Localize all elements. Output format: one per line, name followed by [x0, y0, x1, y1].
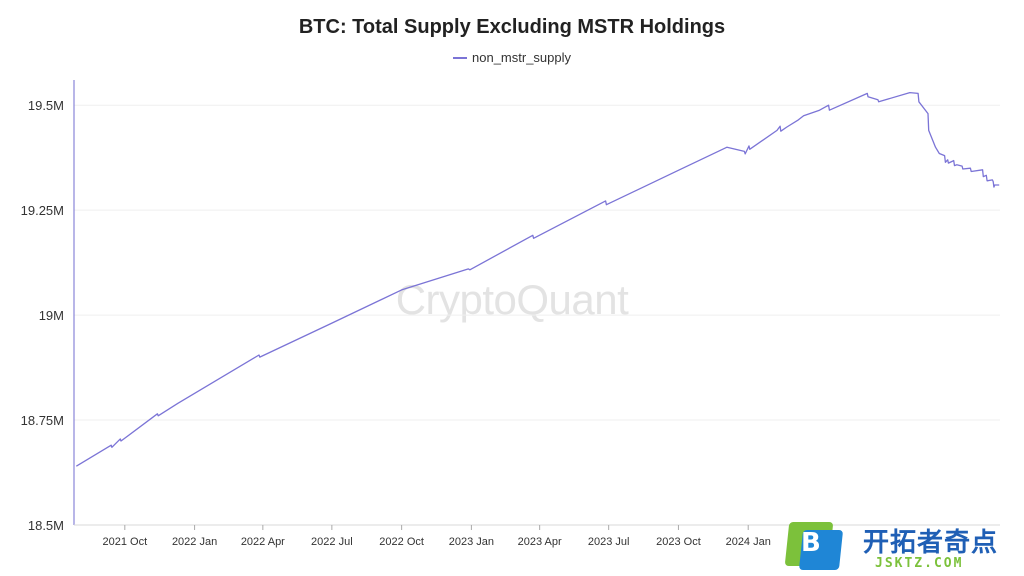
x-tick-label: 2023 Apr — [518, 536, 562, 548]
brand-domain: JSKTZ.COM — [875, 556, 964, 571]
x-tick-label: 2021 Oct — [102, 536, 147, 548]
x-tick-label: 2024 Jan — [726, 536, 771, 548]
y-tick-label: 19.5M — [28, 98, 64, 113]
x-tick-label: 2023 Oct — [656, 536, 701, 548]
x-tick-label: 2022 Jul — [311, 536, 353, 548]
legend-swatch — [453, 56, 467, 59]
chart-title: BTC: Total Supply Excluding MSTR Holding… — [298, 16, 726, 38]
x-tick-label: 2022 Oct — [379, 536, 424, 548]
logo-mark-icon: B — [784, 522, 844, 570]
x-tick-label: 2023 Jan — [449, 536, 494, 548]
x-tick-label: 2022 Jan — [172, 536, 217, 548]
legend[interactable]: non_mstr_supply — [0, 50, 1024, 65]
brand-name: 开拓者奇点 — [863, 528, 999, 558]
y-tick-label: 18.75M — [21, 413, 64, 428]
x-tick-label: 2022 Apr — [241, 536, 285, 548]
brand-logo[interactable]: B 开拓者奇点 JSKTZ.COM — [783, 518, 1024, 576]
legend-label: non_mstr_supply — [472, 50, 571, 65]
y-tick-label: 19.25M — [21, 203, 64, 218]
series-line-non_mstr_supply — [75, 91, 1000, 467]
x-tick-label: 2023 Jul — [588, 536, 630, 548]
y-tick-label: 19M — [39, 308, 64, 323]
y-tick-label: 18.5M — [28, 518, 64, 533]
logo-letter: B — [801, 528, 821, 558]
